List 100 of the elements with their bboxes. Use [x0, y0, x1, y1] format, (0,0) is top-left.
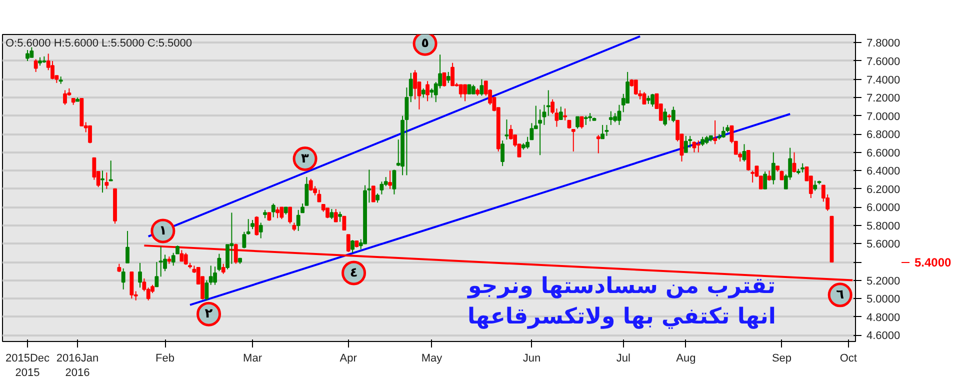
candlestick [671, 106, 676, 123]
candlestick [208, 265, 213, 286]
candlestick [458, 84, 463, 98]
candlestick [280, 206, 284, 220]
y-tick-label: 4.8000 [866, 312, 900, 324]
candlestick [663, 108, 668, 126]
y-tick-label: 7.8000 [866, 38, 900, 50]
text: 5.4000 [914, 256, 952, 270]
candlestick [26, 50, 30, 62]
candlestick [317, 189, 322, 202]
candlestick [104, 172, 109, 190]
x-tick-label: Mar [243, 352, 262, 364]
candlestick [692, 140, 696, 153]
candlestick [371, 186, 376, 202]
candlestick [576, 116, 580, 130]
candlestick [258, 222, 263, 239]
candlestick [230, 212, 234, 264]
candlestick [763, 171, 768, 190]
candlestick [100, 170, 104, 194]
candlestick [426, 80, 430, 102]
candlestick [158, 246, 163, 278]
candlestick [771, 152, 776, 185]
candlestick [563, 108, 568, 121]
candlestick [571, 129, 576, 152]
candlestick [530, 122, 534, 140]
candlestick [304, 176, 309, 206]
y-tick-label: 6.6000 [866, 147, 900, 160]
candlestick [800, 162, 805, 173]
candlestick [538, 108, 542, 156]
annotation: O:5.6000 H:5.6000 L:5.5000 C:5.5000 [6, 38, 192, 50]
candlestick [271, 203, 276, 218]
annotation: تقترب من سسادستها ونرجو [466, 274, 776, 300]
y-tick-label: 5.8000 [866, 220, 900, 232]
candlestick [326, 208, 330, 219]
candlestick [600, 124, 605, 140]
candlestick [276, 206, 280, 219]
candlestick [480, 78, 484, 96]
candlestick [121, 268, 126, 290]
candlestick [338, 211, 342, 222]
candlestick [130, 272, 134, 300]
candlestick [500, 140, 505, 167]
candlestick [446, 71, 450, 84]
y-tick-label: 6.8000 [866, 129, 900, 142]
candlestick [634, 80, 638, 96]
candlestick [546, 90, 550, 116]
candlestick [580, 116, 584, 130]
x-tick-label: Jul [616, 352, 630, 364]
candlestick [330, 208, 334, 220]
x-tick-label: 2016Jan 2016 [56, 352, 99, 379]
candlestick [463, 84, 468, 102]
candlestick [413, 70, 417, 100]
candlestick [30, 46, 34, 58]
candlestick [642, 92, 646, 104]
candlestick [254, 216, 259, 236]
candlestick [696, 140, 700, 153]
y-tick-label: 5.0000 [866, 294, 900, 306]
y-tick-label: 5.6000 [866, 238, 900, 251]
candlestick [746, 150, 750, 172]
candlestick [617, 104, 622, 126]
candlestick [471, 84, 476, 94]
candlestick [613, 112, 618, 123]
candlestick [700, 136, 705, 146]
candlestick [180, 250, 184, 262]
annotation: ٤ [350, 265, 358, 280]
y-tick-label: 6.0000 [866, 202, 900, 214]
candlestick [126, 230, 130, 264]
candlestick [221, 263, 226, 274]
candlestick [154, 262, 159, 288]
candlestick [246, 218, 250, 236]
candlestick [184, 252, 188, 266]
y-tick-label: 4.6000 [866, 330, 900, 342]
candlestick [88, 125, 92, 144]
candlestick [596, 134, 600, 154]
x-tick-label: Aug [676, 352, 696, 364]
x-tick-label: Jun [522, 352, 541, 364]
candlestick [450, 62, 454, 86]
y-tick-label: 6.4000 [866, 166, 900, 178]
candlestick [346, 234, 350, 252]
candlestick [384, 176, 388, 187]
annotation: ١ [158, 223, 167, 238]
annotation: ٣ [301, 151, 310, 166]
x-tick-label: Oct [840, 352, 857, 364]
candlestick [467, 84, 472, 94]
candlestick [421, 88, 426, 98]
candlestick [408, 72, 413, 103]
y-tick-label: 5.2000 [866, 275, 900, 288]
candlestick [542, 104, 546, 126]
candlestick [288, 206, 292, 224]
annotation: ٦ [836, 287, 844, 302]
x-tick-label: May [421, 352, 443, 364]
candlestick [34, 58, 38, 72]
annotation: ٢ [204, 306, 213, 322]
x-tick-label: Apr [340, 352, 358, 364]
x-tick-label: 2015Dec 2015 [5, 352, 50, 379]
y-tick-label: 7.2000 [866, 92, 900, 105]
candlestick [604, 124, 609, 136]
annotation: انها تكتفي بها ولاتكسرقاعها [468, 304, 776, 330]
candlestick [650, 93, 655, 108]
candlestick [380, 181, 384, 195]
candlestick [713, 120, 718, 145]
